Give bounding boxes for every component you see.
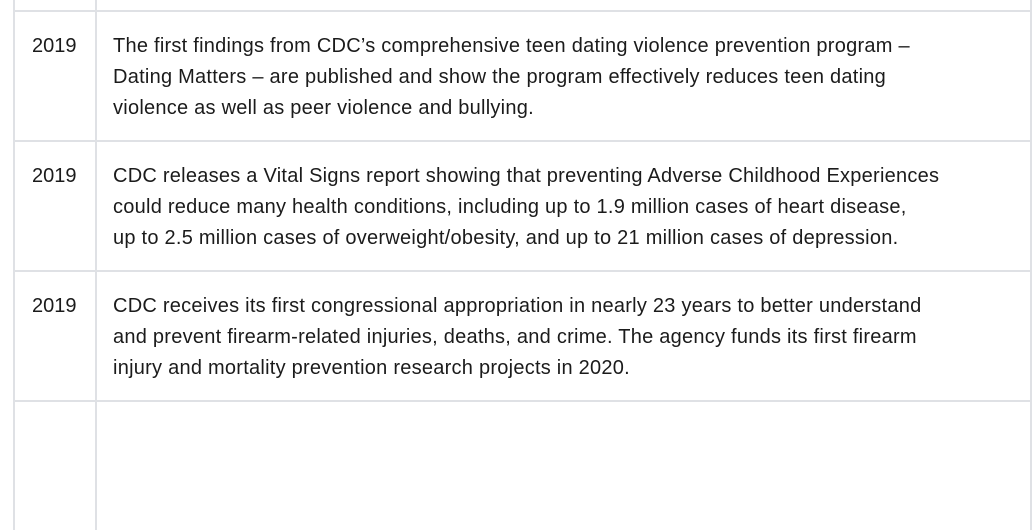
year-cell (15, 402, 97, 530)
description-line: violence as well as peer violence and bu… (113, 97, 534, 119)
table-row: 2019 CDC receives its first congressiona… (15, 270, 1030, 400)
table-row: 2019 CDC releases a Vital Signs report s… (15, 140, 1030, 270)
description-line: could reduce many health conditions, inc… (113, 196, 907, 218)
year-cell: 2019 (15, 142, 97, 270)
year-cell: 2019 (15, 272, 97, 400)
description-cell: CDC receives its first congressional app… (97, 272, 1030, 400)
table-row: 2019 The first findings from CDC’s compr… (15, 10, 1030, 140)
description-line: and prevent firearm-related injuries, de… (113, 326, 917, 348)
description-cell (97, 0, 1030, 10)
timeline-table: 2019 The first findings from CDC’s compr… (13, 0, 1032, 530)
description-line: Dating Matters – are published and show … (113, 66, 887, 88)
description-line: injury and mortality prevention research… (113, 357, 630, 379)
description-cell: The first findings from CDC’s comprehens… (97, 12, 1030, 140)
description-line: up to 2.5 million cases of overweight/ob… (113, 227, 899, 249)
year-cell (15, 0, 97, 10)
table-row (15, 400, 1030, 530)
year-cell: 2019 (15, 12, 97, 140)
description-line: CDC releases a Vital Signs report showin… (113, 165, 940, 187)
table-row (15, 0, 1030, 10)
description-cell (97, 402, 1030, 530)
description-line: The first findings from CDC’s comprehens… (113, 35, 910, 57)
description-cell: CDC releases a Vital Signs report showin… (97, 142, 1030, 270)
description-line: CDC receives its first congressional app… (113, 295, 922, 317)
